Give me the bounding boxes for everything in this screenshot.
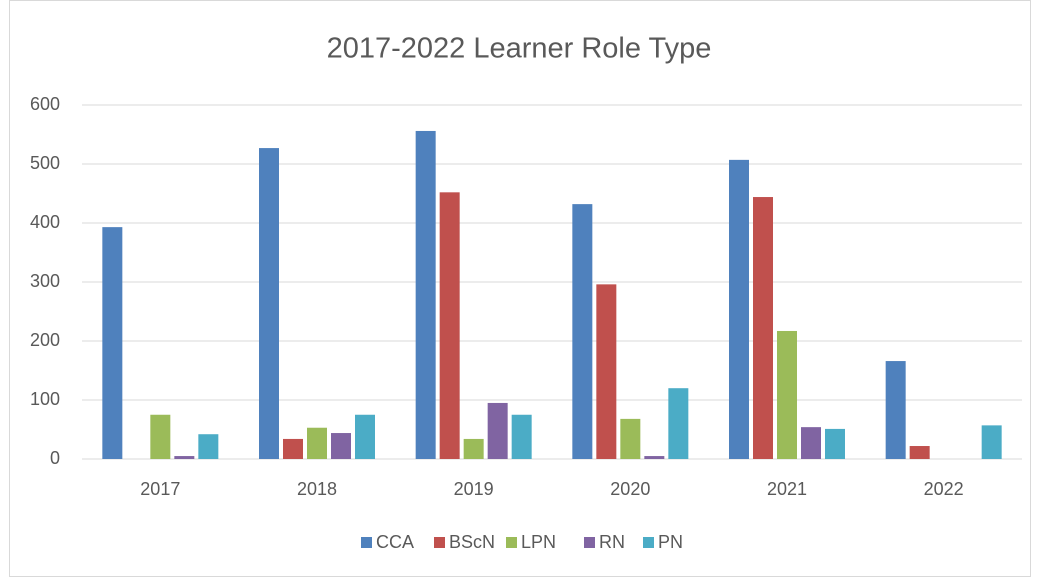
y-tick-label: 300	[30, 271, 60, 291]
bar	[572, 204, 593, 459]
bar	[825, 428, 845, 459]
x-tick-label: 2019	[454, 479, 494, 499]
bar	[644, 456, 665, 459]
bar	[801, 427, 821, 459]
bar	[331, 433, 351, 459]
bar	[283, 438, 303, 459]
bar	[909, 446, 930, 459]
bar	[150, 414, 171, 459]
legend-swatch	[584, 537, 595, 548]
bar	[102, 227, 123, 459]
legend-label: LPN	[521, 532, 556, 552]
bar	[777, 330, 797, 459]
legend-swatch	[434, 537, 445, 548]
bar	[620, 418, 641, 459]
bar	[439, 192, 460, 459]
y-tick-label: 600	[30, 94, 60, 114]
bar	[668, 388, 689, 459]
bar	[596, 284, 617, 459]
bar	[487, 402, 508, 459]
bar	[174, 456, 195, 459]
y-tick-label: 100	[30, 389, 60, 409]
bar	[753, 197, 773, 460]
chart-frame	[9, 0, 1031, 577]
bar	[198, 434, 219, 459]
bar	[307, 427, 327, 459]
bar	[463, 438, 484, 459]
chart-title: 2017-2022 Learner Role Type	[327, 33, 712, 65]
bar	[729, 159, 749, 459]
x-tick-label: 2018	[297, 479, 337, 499]
bar	[415, 130, 436, 459]
x-tick-label: 2021	[767, 479, 807, 499]
bar	[259, 148, 279, 459]
x-tick-label: 2020	[610, 479, 650, 499]
y-tick-label: 0	[50, 448, 60, 468]
bar	[885, 361, 906, 459]
legend-swatch	[643, 537, 654, 548]
legend-label: RN	[599, 532, 625, 552]
legend-swatch	[506, 537, 517, 548]
bar	[511, 414, 532, 459]
x-tick-label: 2022	[924, 479, 964, 499]
x-tick-label: 2017	[140, 479, 180, 499]
legend-label: CCA	[376, 532, 414, 552]
bar	[981, 425, 1002, 459]
bar	[355, 414, 375, 459]
y-tick-label: 500	[30, 153, 60, 173]
y-tick-label: 400	[30, 212, 60, 232]
legend-label: BScN	[449, 532, 495, 552]
legend-swatch	[361, 537, 372, 548]
y-tick-label: 200	[30, 330, 60, 350]
legend-label: PN	[658, 532, 683, 552]
